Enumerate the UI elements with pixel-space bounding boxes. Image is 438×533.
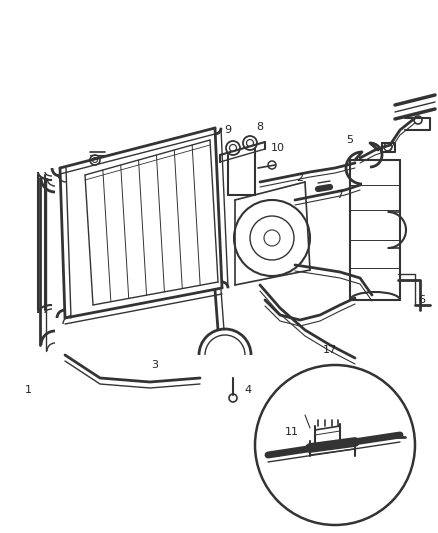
Text: 4: 4 — [244, 385, 251, 395]
Text: 17: 17 — [323, 345, 337, 355]
Text: 10: 10 — [271, 143, 285, 153]
Text: 7: 7 — [336, 190, 343, 200]
Text: 3: 3 — [152, 360, 159, 370]
Text: 1: 1 — [25, 385, 32, 395]
Text: 11: 11 — [285, 427, 299, 437]
Text: 8: 8 — [256, 122, 264, 132]
Text: 6: 6 — [418, 295, 425, 305]
Text: 9: 9 — [224, 125, 232, 135]
Text: 2: 2 — [297, 173, 304, 183]
Text: 5: 5 — [346, 135, 353, 145]
